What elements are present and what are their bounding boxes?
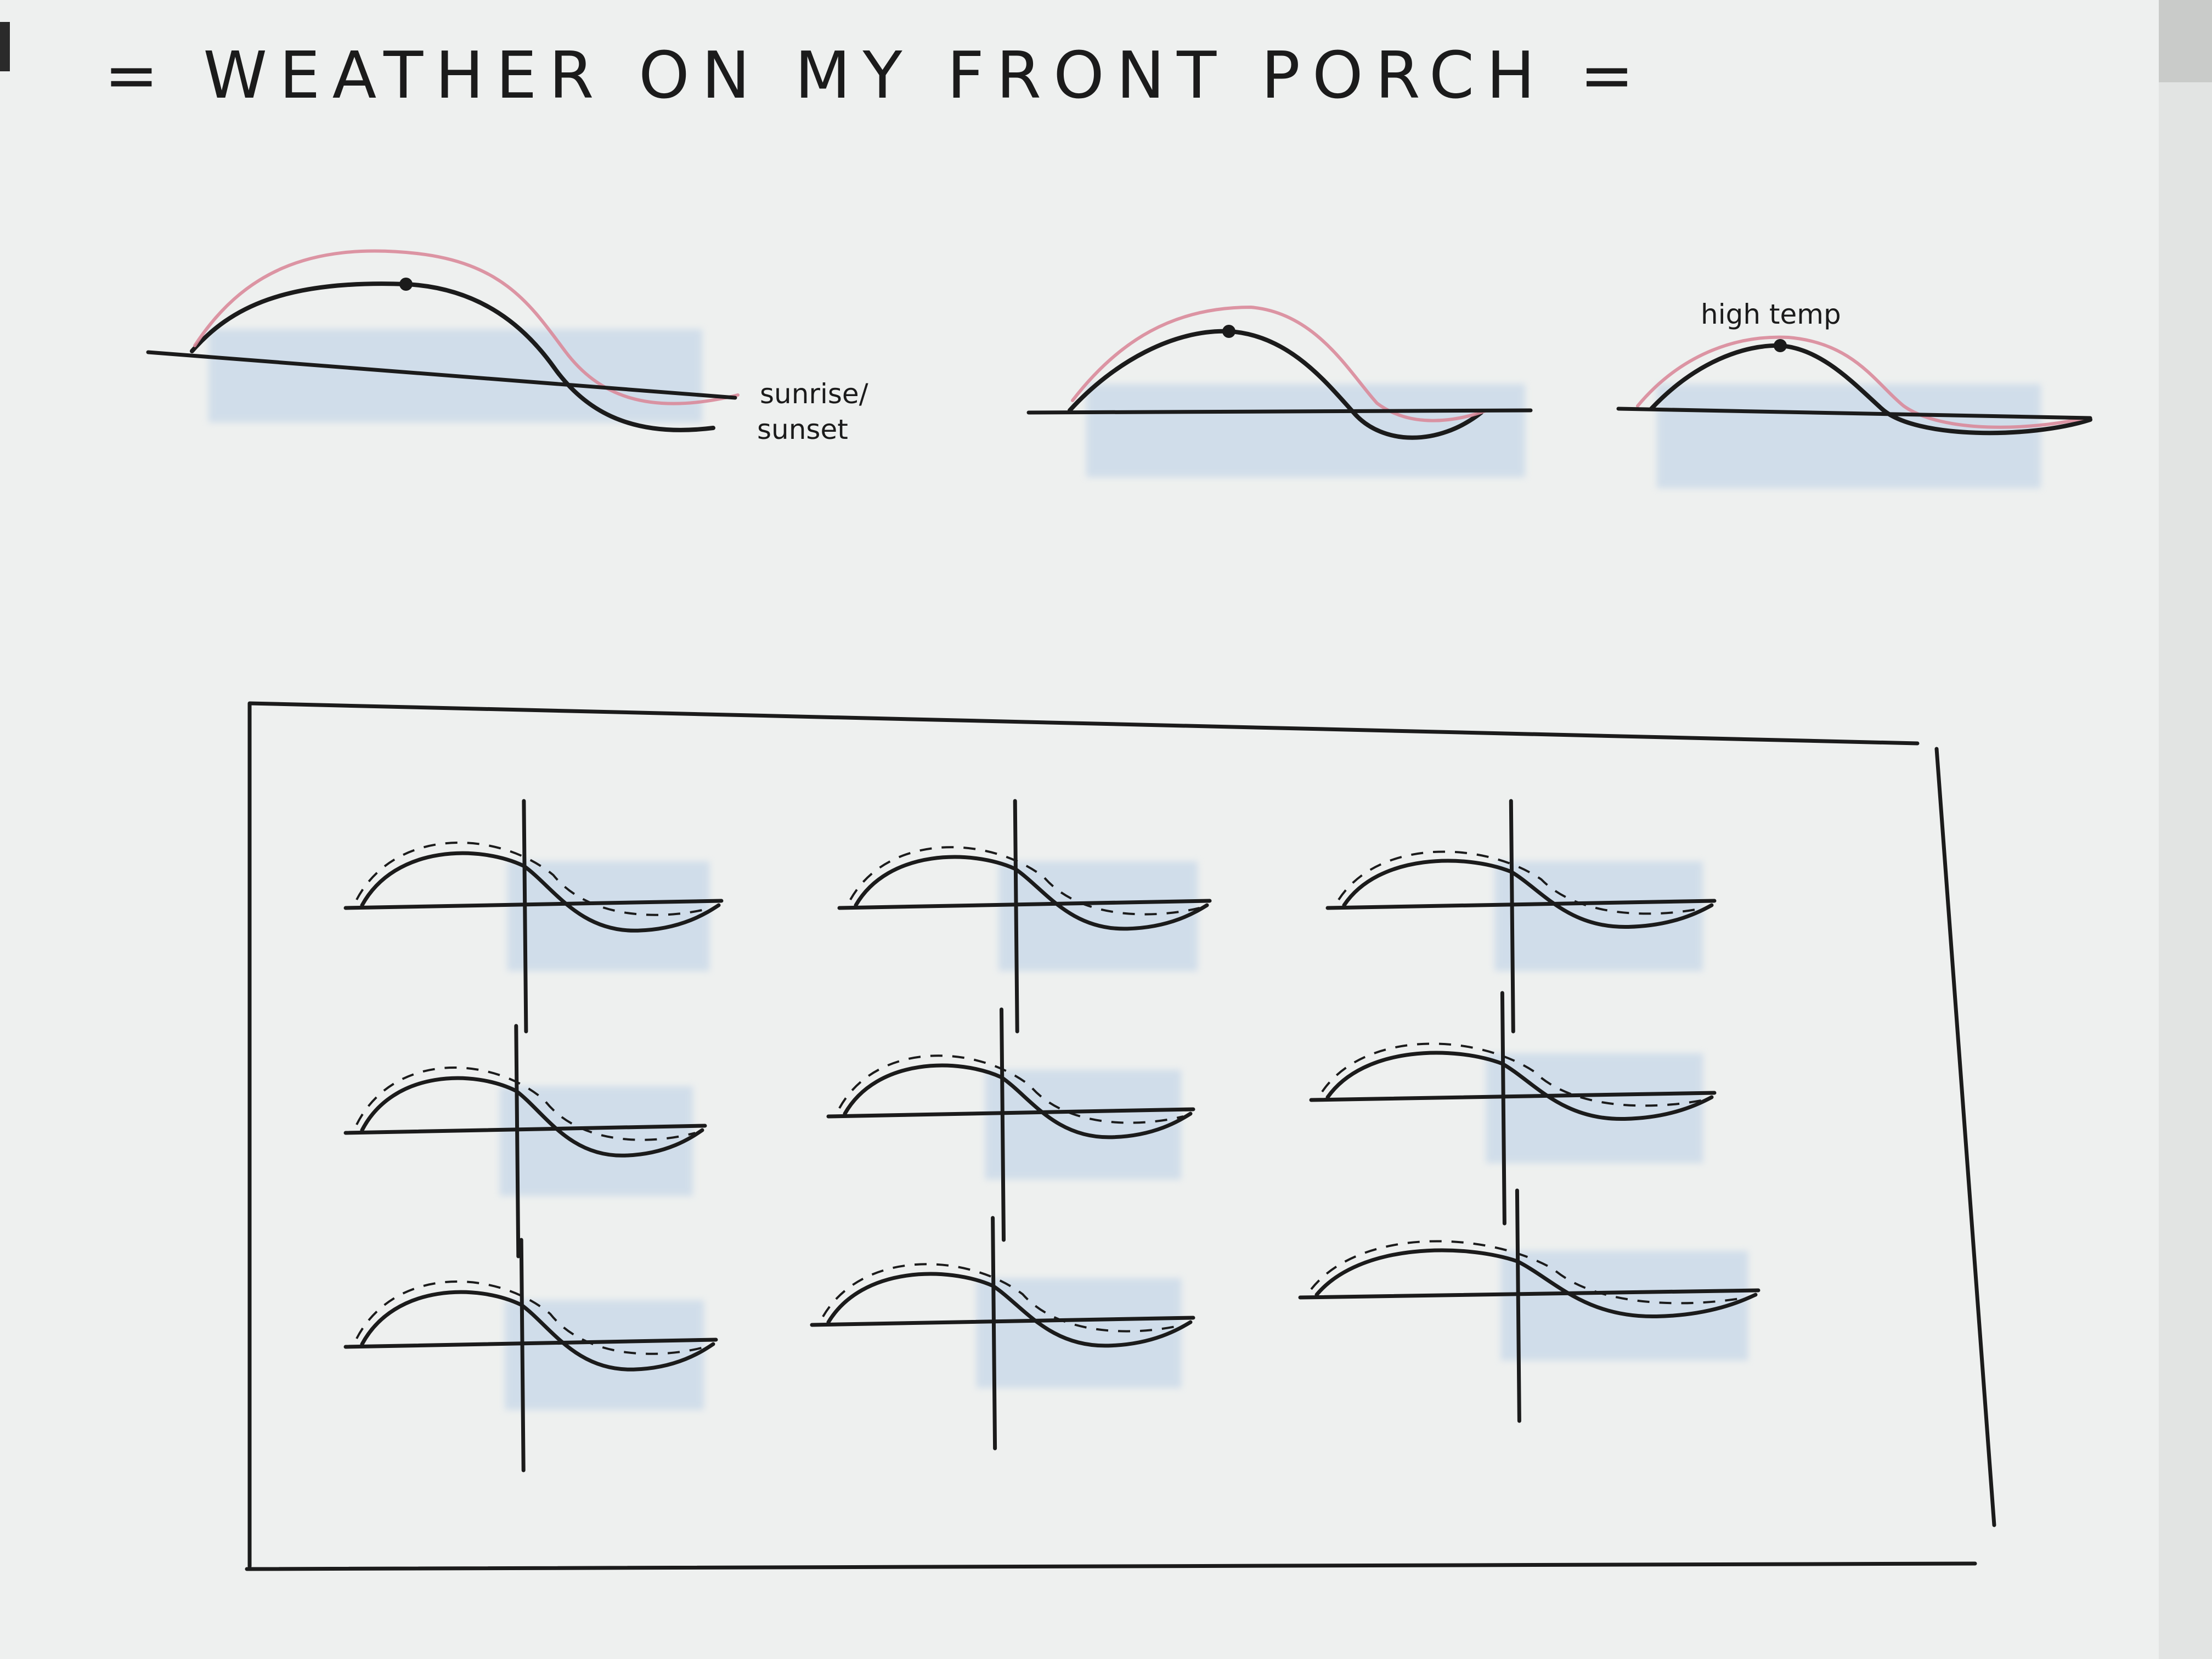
solid-curve — [360, 851, 721, 933]
dashed-curve — [356, 1066, 696, 1141]
bleed-blob — [1494, 861, 1703, 971]
small-multiples-grid — [343, 799, 1760, 1472]
high-temp-label: high temp — [1701, 298, 1841, 330]
now-marker — [1013, 799, 1019, 1034]
mini-chart — [837, 799, 1212, 1034]
high-temp-dot — [1774, 339, 1787, 352]
baseline-axis — [1298, 1288, 1760, 1300]
baseline-axis — [826, 1107, 1195, 1119]
baseline-axis — [1309, 1091, 1717, 1102]
now-marker — [991, 1216, 997, 1451]
mini-chart — [343, 1238, 718, 1472]
baseline-axis — [343, 1124, 707, 1135]
solid-curve — [1342, 859, 1714, 929]
baseline-axis — [837, 899, 1212, 910]
bleed-blob — [1657, 384, 2041, 488]
bleed-through-marks — [208, 329, 2041, 1410]
paper-sheet — [0, 0, 2159, 1659]
solid-curve — [360, 1290, 715, 1372]
red-temperature-curve — [1071, 305, 1488, 422]
bleed-blob — [976, 1278, 1182, 1388]
mini-chart — [1325, 799, 1717, 1034]
dashed-curve — [356, 842, 712, 916]
bleed-blob — [998, 861, 1198, 971]
mini-chart — [810, 1216, 1195, 1451]
baseline-axis — [343, 899, 724, 910]
bleed-blob — [1486, 1053, 1703, 1163]
solid-curve — [1325, 1051, 1714, 1121]
temperature-curve — [190, 281, 715, 432]
top-sketch-1: sunrise/ sunset — [146, 249, 868, 445]
baseline-axis — [1026, 408, 1533, 415]
baseline-axis — [343, 1338, 718, 1349]
dashed-curve — [822, 1263, 1183, 1333]
high-temp-dot — [399, 278, 413, 291]
page-title: = WEATHER ON MY FRONT PORCH = — [104, 37, 1646, 113]
baseline-axis — [146, 350, 737, 400]
now-marker — [1515, 1188, 1521, 1423]
baseline-axis — [1616, 407, 2092, 420]
solid-curve — [854, 855, 1209, 931]
sunrise-label: sunrise/ — [760, 378, 868, 410]
dashed-curve — [1310, 1240, 1747, 1305]
top-sketch-3: high temp — [1616, 298, 2092, 436]
mini-chart — [1309, 991, 1717, 1226]
baseline-axis — [1325, 899, 1717, 910]
baseline-axis — [810, 1316, 1195, 1327]
now-marker — [519, 1238, 526, 1472]
top-sketch-2 — [1026, 305, 1533, 440]
solid-curve — [826, 1272, 1193, 1348]
bleed-blob — [1086, 384, 1525, 477]
temperature-curve — [1649, 343, 2092, 436]
sketch-frame — [245, 701, 1996, 1571]
mini-chart — [343, 1024, 707, 1259]
sunset-label: sunset — [757, 414, 848, 445]
mini-chart — [826, 1007, 1195, 1242]
solid-curve — [1314, 1248, 1758, 1318]
now-marker — [1000, 1007, 1006, 1242]
binder-clip-edge — [0, 22, 10, 71]
dashed-curve — [1321, 1042, 1704, 1107]
solid-curve — [360, 1076, 704, 1158]
solid-curve — [843, 1063, 1193, 1139]
now-marker — [1500, 991, 1506, 1226]
dashed-curve — [838, 1054, 1184, 1124]
dashed-curve — [849, 846, 1200, 916]
bleed-blob — [1500, 1251, 1748, 1361]
now-marker — [522, 799, 528, 1034]
now-marker — [514, 1024, 521, 1259]
red-temperature-curve — [193, 249, 740, 405]
dashed-curve — [1338, 850, 1705, 915]
temperature-curve — [1068, 329, 1483, 440]
mini-chart — [1298, 1188, 1760, 1423]
dashed-curve — [356, 1280, 707, 1355]
now-marker — [1509, 799, 1515, 1034]
top-row-sketches: sunrise/ sunset high temp — [146, 249, 2092, 445]
high-temp-dot — [1222, 325, 1235, 338]
red-temperature-curve — [1636, 335, 2086, 429]
mini-chart — [343, 799, 724, 1034]
